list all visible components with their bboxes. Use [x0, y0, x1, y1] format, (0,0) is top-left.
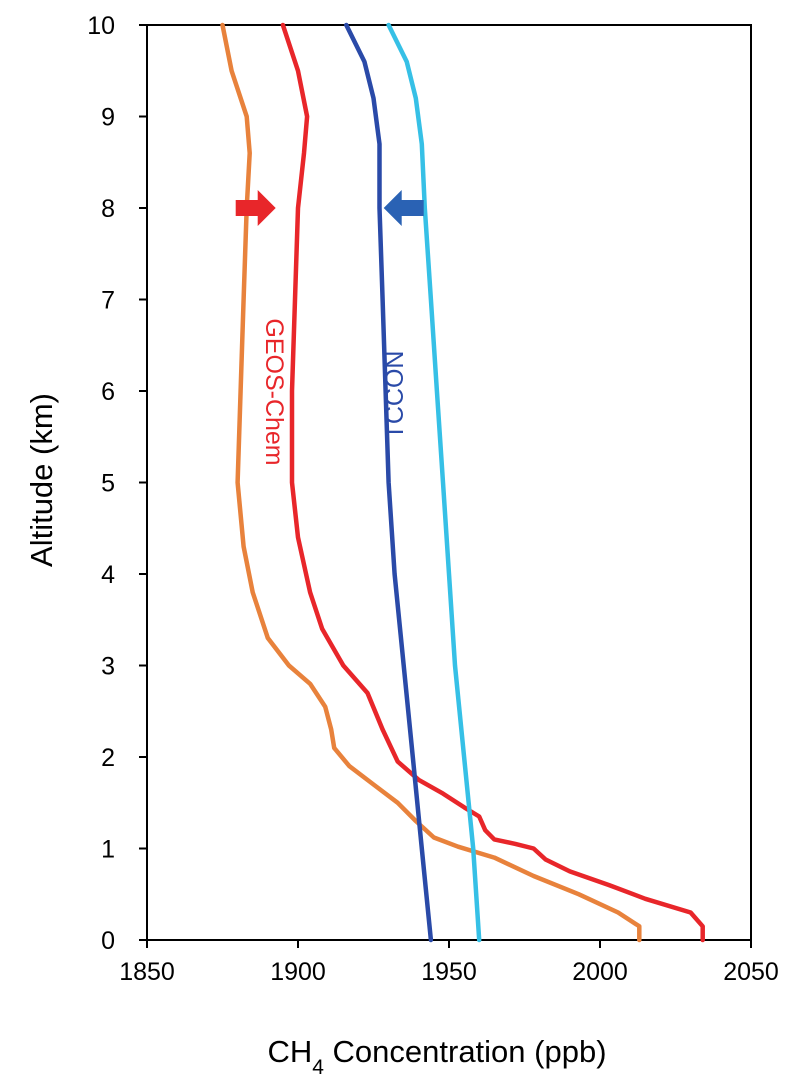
y-tick-label: 5 [101, 470, 115, 498]
x-axis-title: CH4 Concentration (ppb) [267, 1034, 606, 1079]
series-line-2 [344, 22, 434, 943]
y-tick-label: 2 [101, 744, 115, 772]
series-layer [220, 22, 705, 943]
y-tick-label: 4 [101, 561, 115, 589]
y-axis-ticks: 0 1 2 3 4 5 6 7 8 9 10 [87, 12, 147, 955]
y-tick-label: 9 [101, 104, 115, 132]
y-tick-label: 0 [101, 927, 115, 955]
series-line-0 [220, 22, 642, 943]
x-tick-label: 1900 [270, 958, 326, 986]
x-tick-label: 2000 [572, 958, 628, 986]
x-tick-label: 1850 [119, 958, 175, 986]
annotation-layer [235, 190, 424, 226]
y-tick-label: 1 [101, 836, 115, 864]
y-tick-label: 8 [101, 195, 115, 223]
x-tick-label: 1950 [421, 958, 477, 986]
y-axis-title: Altitude (km) [24, 393, 59, 567]
y-tick-label: 6 [101, 378, 115, 406]
y-tick-label: 7 [101, 287, 115, 315]
x-tick-label: 2050 [723, 958, 779, 986]
y-tick-label: 3 [101, 653, 115, 681]
red-arrow-icon [235, 190, 276, 226]
x-axis-title-subscript: 4 [312, 1056, 324, 1079]
x-axis-ticks: 1850 1900 1950 2000 2050 [119, 940, 779, 986]
x-axis-title-tail: Concentration (ppb) [324, 1034, 607, 1069]
blue-arrow-icon [383, 190, 424, 226]
tccon-label: TCCON [381, 351, 409, 440]
geos-chem-label: GEOS-Chem [260, 318, 288, 465]
x-axis-title-main: CH [267, 1034, 312, 1069]
series-line-1 [280, 22, 705, 943]
y-tick-label: 10 [87, 12, 115, 40]
series-line-3 [386, 22, 482, 943]
